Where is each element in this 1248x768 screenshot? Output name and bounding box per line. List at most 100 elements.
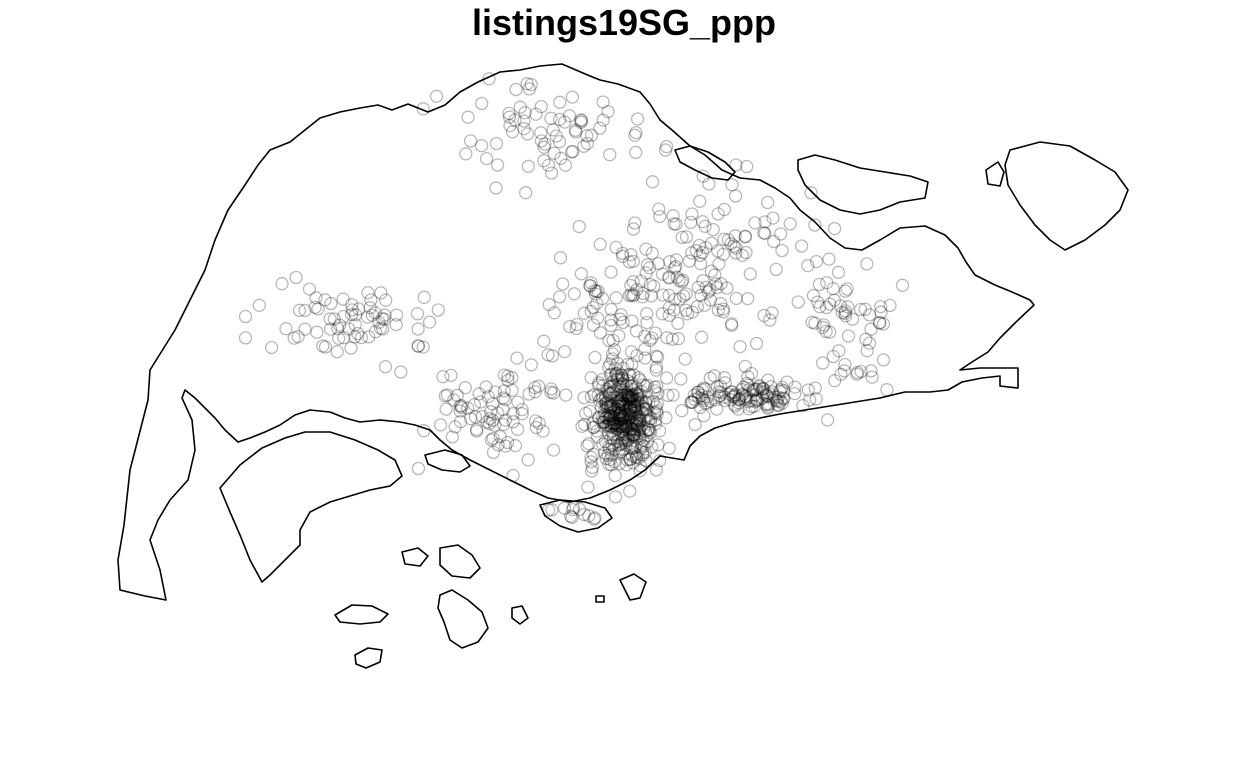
listing-point (604, 265, 618, 279)
listing-point (662, 441, 676, 455)
listing-point (607, 455, 621, 469)
listing-point (709, 277, 723, 291)
listing-point (468, 410, 483, 424)
listing-point (577, 139, 591, 153)
listing-point (574, 114, 589, 128)
listing-point (453, 404, 467, 418)
listing-point (858, 302, 872, 316)
listing-point (580, 136, 595, 151)
listing-point (853, 302, 868, 317)
listing-point (623, 403, 637, 417)
listing-point (616, 442, 630, 456)
listing-point (706, 222, 720, 237)
listing-point (547, 306, 561, 320)
listing-point (374, 286, 388, 300)
listing-point (474, 139, 489, 153)
listing-point (613, 456, 627, 471)
listing-point (566, 502, 580, 517)
listing-point (557, 344, 572, 359)
listing-point (738, 389, 752, 403)
listing-point (479, 380, 493, 394)
listing-point (744, 394, 758, 408)
listing-point (643, 333, 657, 348)
listing-point (675, 404, 689, 418)
listing-point (621, 385, 635, 400)
listing-point (820, 276, 834, 290)
listing-point (623, 368, 637, 382)
listing-point (331, 321, 345, 336)
listing-point (627, 411, 642, 425)
listing-point (727, 397, 742, 412)
listing-point (627, 368, 641, 382)
listing-point (506, 415, 520, 429)
listing-point (574, 113, 588, 127)
listing-point (854, 364, 868, 379)
listing-point (298, 322, 312, 336)
listing-point (738, 359, 752, 374)
listing-point (735, 248, 750, 262)
listing-point (461, 110, 475, 124)
listing-point (490, 158, 505, 172)
islet-outline (674, 145, 736, 181)
listing-point (662, 288, 676, 302)
listing-point (552, 134, 567, 149)
listing-point (630, 348, 644, 363)
listing-point (748, 395, 762, 409)
listing-point (761, 401, 775, 415)
listing-point (695, 215, 710, 229)
listing-point (703, 283, 717, 297)
listing-point (859, 332, 873, 347)
listing-point (600, 418, 614, 432)
listing-point (717, 390, 732, 404)
listing-point (876, 317, 891, 331)
listing-point (545, 503, 559, 517)
listing-point (482, 72, 496, 86)
listing-point (625, 422, 639, 437)
listing-point (603, 387, 617, 401)
listing-point (758, 226, 772, 241)
listing-point (632, 396, 646, 410)
listing-point (614, 420, 628, 434)
listing-point (693, 194, 707, 208)
listing-point (691, 280, 705, 294)
listing-point (618, 399, 633, 413)
listing-point (289, 270, 303, 285)
listing-point (624, 379, 639, 393)
listing-point (613, 408, 627, 422)
listing-point (607, 416, 621, 430)
listing-point (611, 400, 626, 414)
listing-point (738, 229, 752, 243)
listing-point (544, 382, 558, 396)
listing-point (595, 291, 610, 306)
listing-point (625, 441, 639, 456)
listing-point (645, 440, 659, 454)
listing-point (711, 303, 725, 317)
listing-point (638, 424, 653, 439)
listing-point (629, 406, 643, 420)
listing-point (459, 147, 473, 161)
listing-point (625, 376, 639, 390)
islet-outline (619, 573, 647, 601)
listing-point (628, 447, 643, 461)
listing-point (725, 385, 739, 399)
listing-point (629, 451, 644, 465)
listing-point (619, 427, 633, 442)
listing-point (592, 410, 606, 425)
listing-point (876, 353, 891, 367)
listing-point (627, 398, 642, 412)
listing-point (564, 145, 579, 159)
listing-point (761, 400, 775, 414)
listing-point (587, 512, 601, 526)
listing-point (808, 218, 822, 232)
listing-point (614, 427, 628, 442)
listing-point (503, 118, 517, 133)
listing-point (865, 370, 879, 384)
listing-point (872, 316, 887, 330)
listing-point (486, 413, 500, 427)
listing-point (590, 424, 604, 438)
listing-point (483, 411, 497, 426)
listing-point (816, 356, 830, 370)
listing-point (603, 452, 617, 467)
listing-point (586, 318, 601, 332)
listing-point (615, 396, 629, 411)
